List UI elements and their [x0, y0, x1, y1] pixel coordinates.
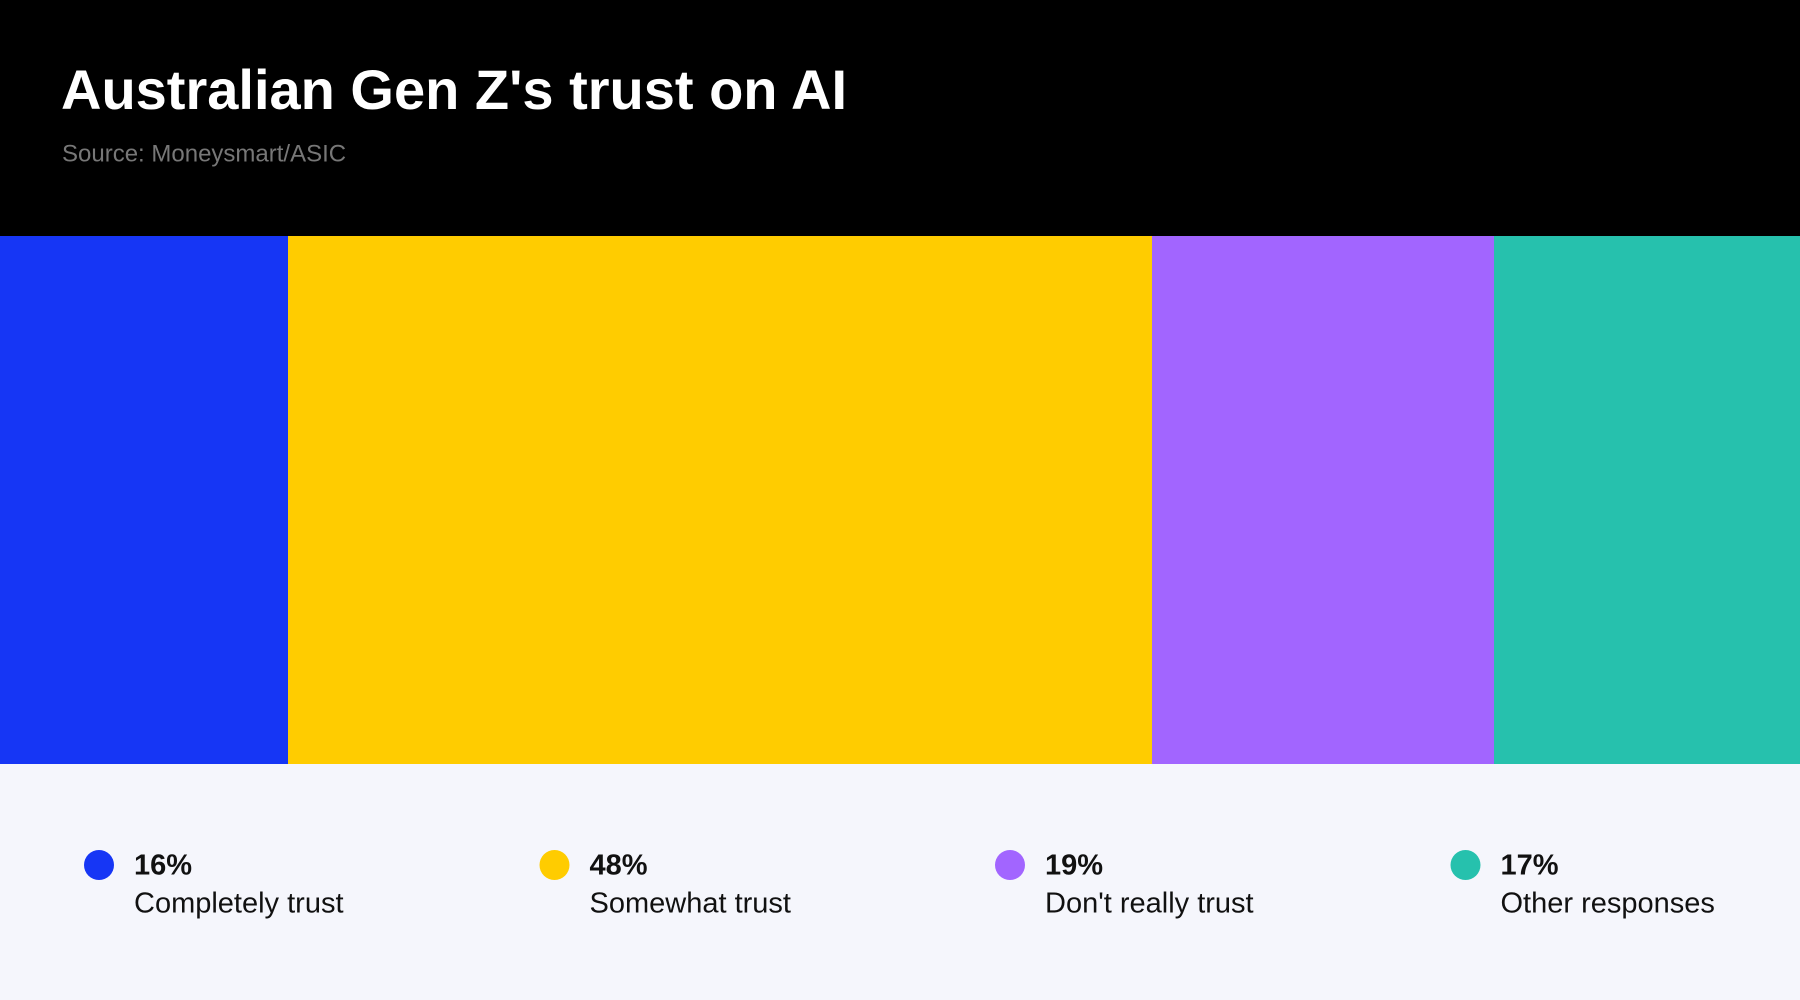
legend-value: 48% [590, 850, 648, 882]
bar-segment [1494, 236, 1800, 764]
legend-value: 17% [1501, 850, 1559, 882]
legend-swatch [84, 850, 114, 880]
bar-segment [288, 236, 1152, 764]
legend-swatch [1450, 850, 1481, 880]
legend-label: Completely trust [134, 888, 344, 920]
bar-segment [1152, 236, 1494, 764]
legend-value: 19% [1045, 850, 1103, 882]
bar-segment [0, 236, 288, 764]
chart-subtitle: Source: Moneysmart/ASIC [62, 140, 346, 167]
legend-swatch [539, 850, 570, 880]
legend-swatch [995, 850, 1025, 880]
legend-background [0, 764, 1800, 1000]
legend-label: Other responses [1501, 888, 1715, 920]
legend-value: 16% [134, 850, 192, 882]
chart-title: Australian Gen Z's trust on AI [61, 58, 847, 121]
header-background [0, 0, 1800, 236]
legend-label: Don't really trust [1045, 888, 1254, 920]
legend-label: Somewhat trust [590, 888, 791, 920]
